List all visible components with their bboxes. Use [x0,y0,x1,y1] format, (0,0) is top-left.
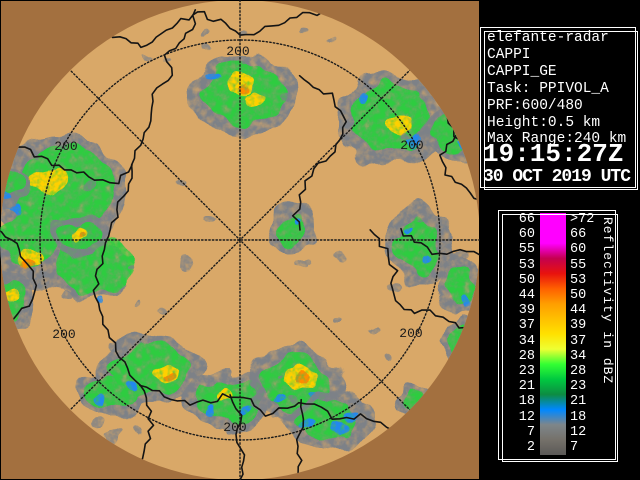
svg-text:200: 200 [399,326,422,341]
svg-text:200: 200 [223,420,246,435]
svg-text:200: 200 [226,44,249,59]
svg-text:200: 200 [54,139,77,154]
svg-text:200: 200 [400,138,423,153]
svg-text:200: 200 [52,327,75,342]
